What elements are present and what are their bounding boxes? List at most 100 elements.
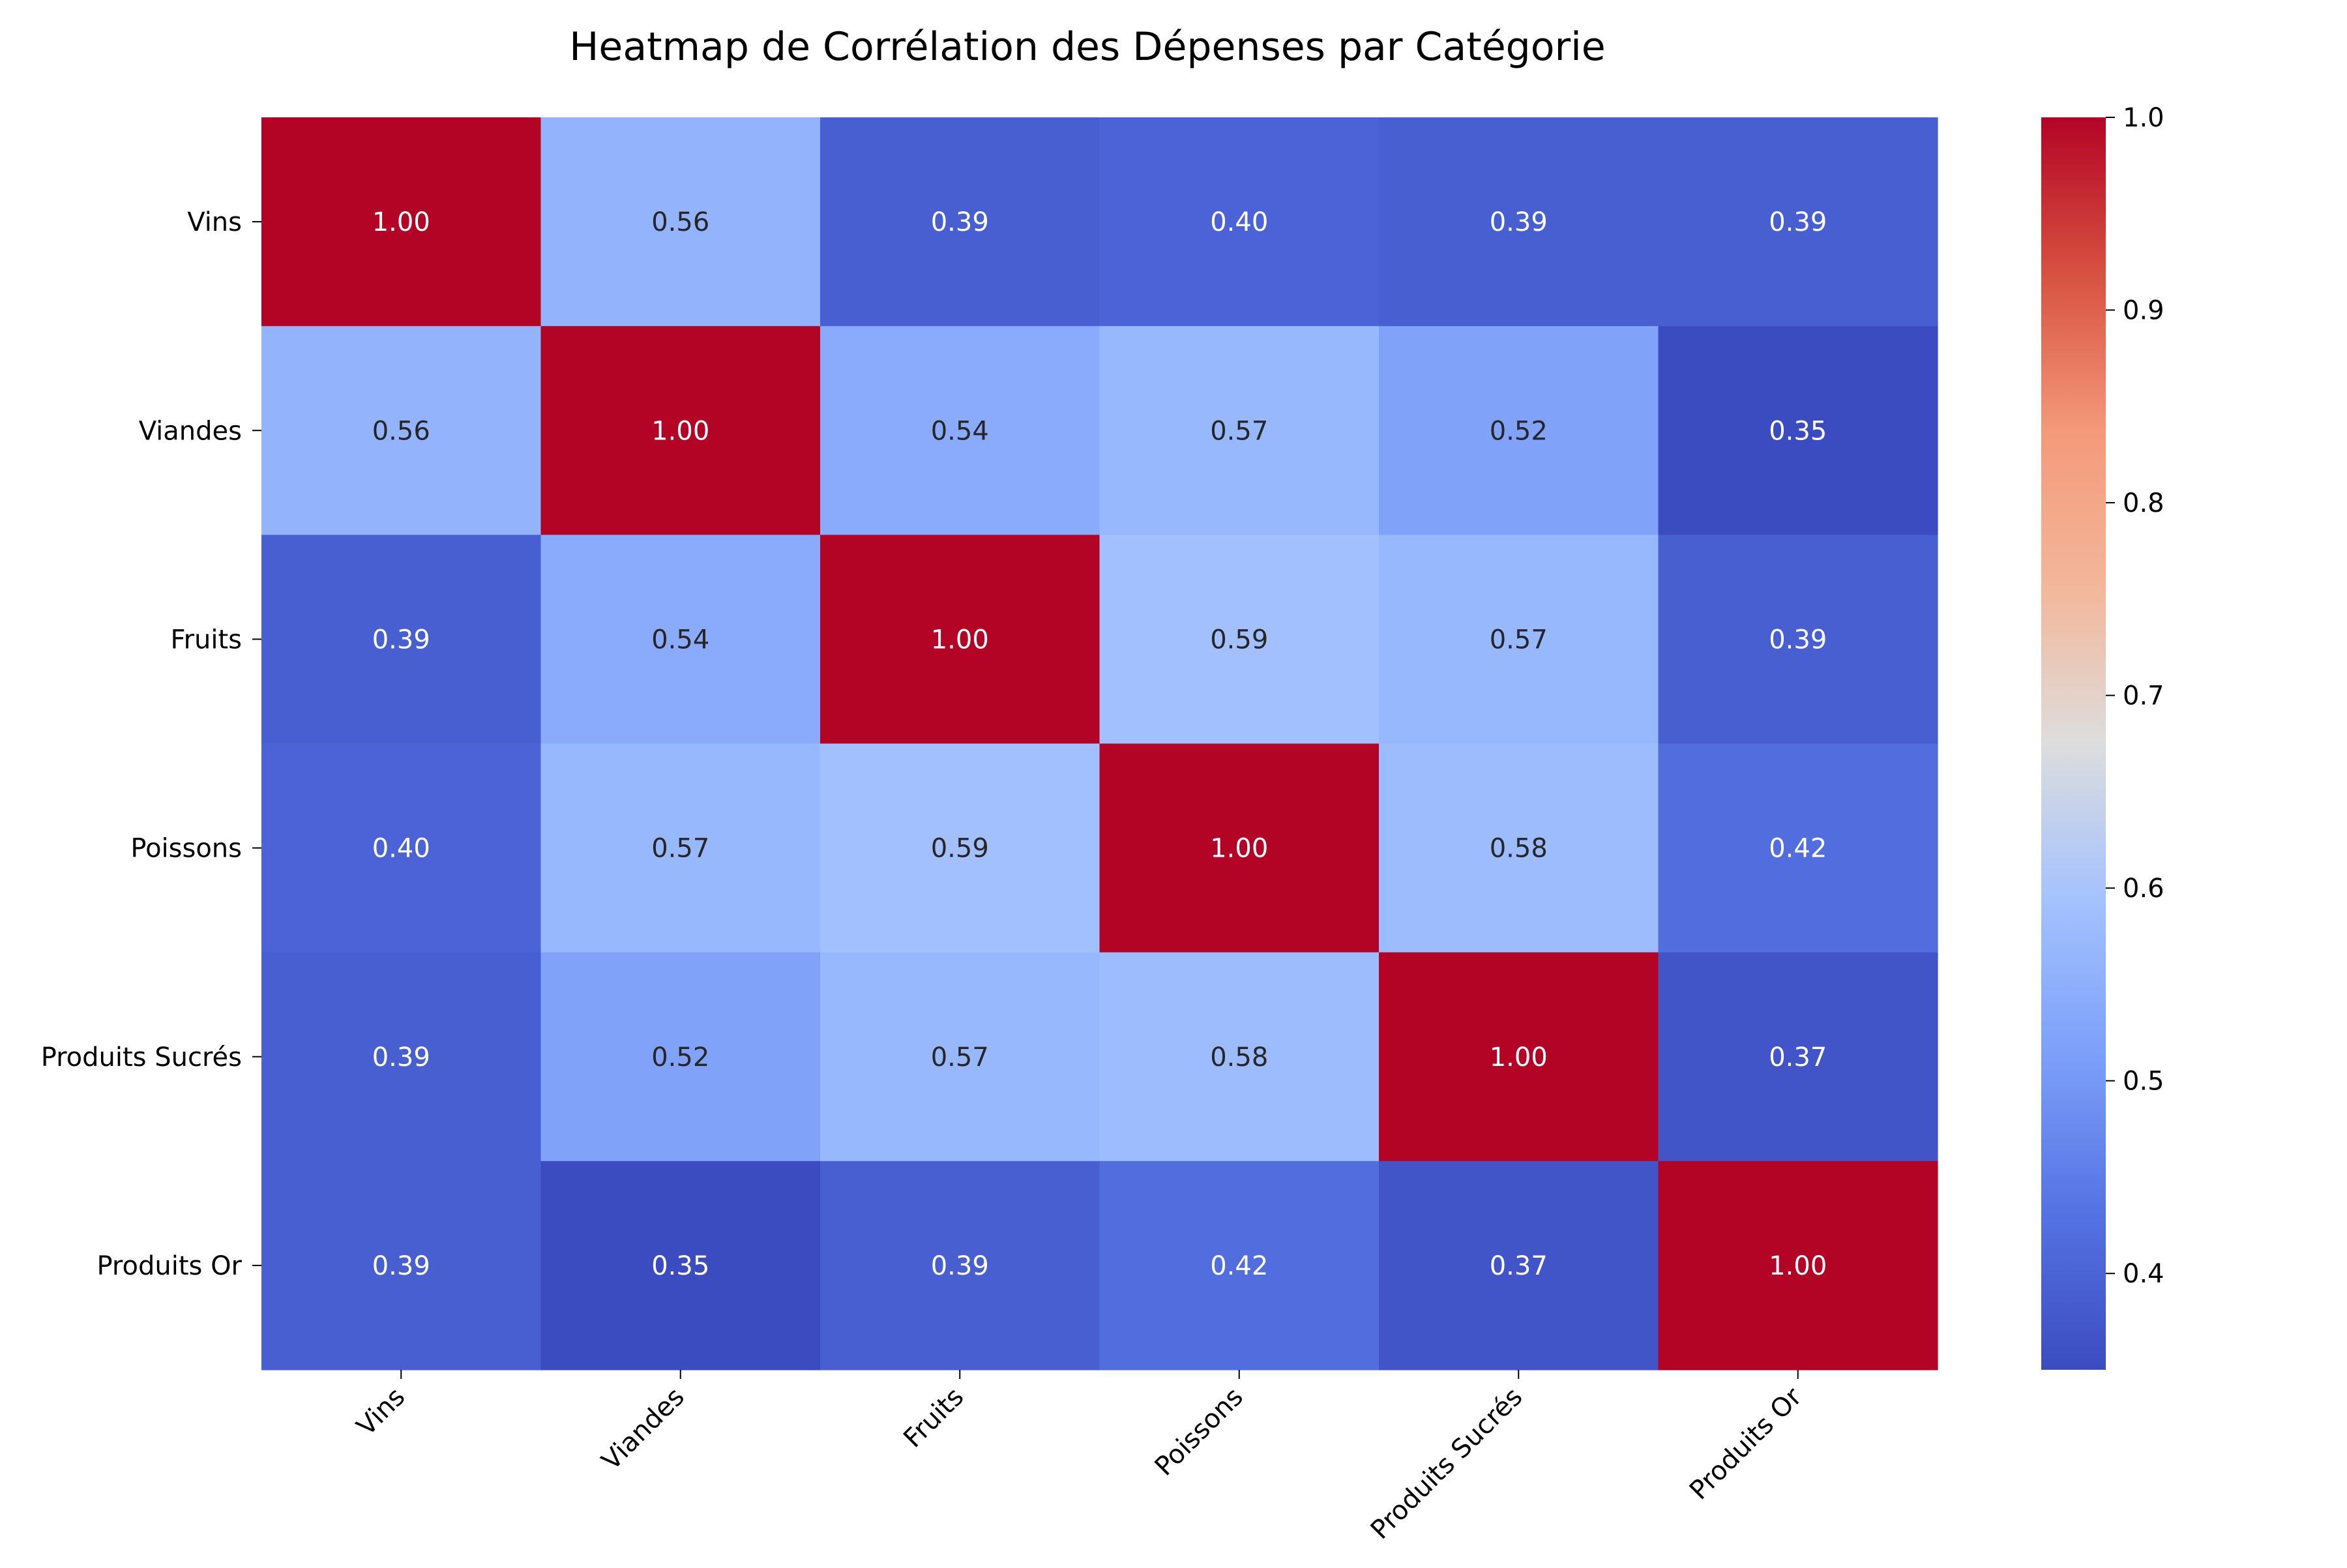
cell-value-label: 0.54 [931,416,989,446]
heatmap-cell [1658,117,1938,327]
heatmap-cell [1379,952,1659,1162]
heatmap-cell [540,1161,821,1370]
cell-value-label: 0.54 [651,625,709,655]
heatmap-cell [1658,743,1938,953]
heatmap-cell [1658,952,1938,1162]
heatmap-cell [820,743,1100,953]
heatmap-cell [1379,743,1659,953]
x-tick-label: Produits Sucrés [1365,1382,1529,1546]
heatmap-cell [1099,743,1380,953]
heatmap-cell [540,535,821,745]
cell-value-label: 0.39 [1769,207,1827,237]
heatmap-cell [820,952,1100,1162]
heatmap-cell [261,535,542,745]
heatmap-cell [540,326,821,535]
colorbar: 0.4 0.5 0.6 0.7 0.8 0.9 1.0 [2041,103,2164,1370]
cell-value-label: 1.00 [651,416,709,446]
colorbar-gradient [2041,117,2106,1370]
colorbar-tick-label: 0.7 [2123,681,2164,711]
cell-value-label: 0.40 [372,834,430,864]
cell-value-label: 0.52 [651,1043,709,1072]
y-tick-label: Fruits [170,625,242,655]
y-tick-label: Poissons [130,834,242,864]
colorbar-tick-label: 0.9 [2123,296,2164,326]
heatmap-cell [1658,326,1938,535]
cell-value-label: 1.00 [931,625,989,655]
heatmap-cell [1099,952,1380,1162]
heatmap-cell [820,117,1100,327]
cell-value-label: 0.42 [1769,834,1827,864]
cell-value-label: 0.39 [931,207,989,237]
cell-value-label: 0.56 [651,207,709,237]
cell-value-label: 1.00 [1210,834,1268,864]
x-axis: Vins Viandes Fruits Poissons Produits Sucrés… [351,1370,1808,1545]
heatmap-cell [261,1161,542,1370]
heatmap-cell [540,117,821,327]
heatmap-cell [1658,535,1938,745]
y-tick-label: Produits Or [97,1251,243,1281]
cell-value-label: 0.39 [372,1251,430,1281]
cell-value-label: 0.52 [1490,416,1548,446]
cell-value-label: 0.59 [931,834,989,864]
y-axis: Vins Viandes Fruits Poissons Produits Sucrés… [41,207,261,1281]
colorbar-tick-label: 0.8 [2123,488,2164,518]
cell-value-label: 0.59 [1210,625,1268,655]
heatmap-cell [1379,117,1659,327]
cell-value-label: 0.42 [1210,1251,1268,1281]
y-tick-label: Viandes [139,416,242,446]
heatmap-cell [1099,326,1380,535]
x-tick-label: Produits Or [1684,1382,1808,1505]
y-tick-label: Produits Sucrés [41,1043,242,1072]
x-tick-label: Vins [351,1382,411,1442]
heatmap-cell [261,117,542,327]
heatmap-cell [261,326,542,535]
heatmap-cell [820,326,1100,535]
cell-value-label: 0.40 [1210,207,1268,237]
cell-value-label: 0.57 [931,1043,989,1072]
cell-value-label: 0.37 [1490,1251,1548,1281]
cell-value-label: 1.00 [1490,1043,1548,1072]
x-tick-label: Viandes [596,1382,690,1476]
x-tick-label: Poissons [1149,1382,1249,1482]
heatmap-cell-labels: 1.00 0.56 0.39 0.40 0.39 0.39 0.56 1.00 0.54 0.57… [372,207,1827,1281]
cell-value-label: 0.58 [1210,1043,1268,1072]
heatmap-cell [820,1161,1100,1370]
colorbar-tick-label: 1.0 [2123,103,2164,133]
cell-value-label: 0.37 [1769,1043,1827,1072]
colorbar-tick-label: 0.5 [2123,1067,2164,1097]
cell-value-label: 0.35 [651,1251,709,1281]
cell-value-label: 0.57 [1490,625,1548,655]
heatmap-cell [1379,326,1659,535]
heatmap-cell [1099,117,1380,327]
cell-value-label: 0.57 [1210,416,1268,446]
cell-value-label: 0.57 [651,834,709,864]
x-tick-label: Fruits [898,1382,969,1454]
cell-value-label: 0.56 [372,416,430,446]
y-tick-label: Vins [187,207,242,237]
heatmap-cell [261,952,542,1162]
heatmap-cell [1658,1161,1938,1370]
cell-value-label: 0.39 [931,1251,989,1281]
heatmap-cell [540,743,821,953]
chart-title: Heatmap de Corrélation des Dépenses par … [569,24,1605,70]
cell-value-label: 0.58 [1490,834,1548,864]
heatmap-cell [1099,535,1380,745]
cell-value-label: 1.00 [1769,1251,1827,1281]
cell-value-label: 0.35 [1769,416,1827,446]
heatmap-cell [261,743,542,953]
heatmap-cell [1099,1161,1380,1370]
heatmap-cell [820,535,1100,745]
heatmap-cell [1379,1161,1659,1370]
cell-value-label: 0.39 [1769,625,1827,655]
cell-value-label: 0.39 [1490,207,1548,237]
colorbar-tick-label: 0.6 [2123,874,2164,904]
cell-value-label: 0.39 [372,1043,430,1072]
colorbar-tick-label: 0.4 [2123,1259,2164,1289]
cell-value-label: 1.00 [372,207,430,237]
heatmap-cells [261,117,1938,1370]
heatmap-cell [1379,535,1659,745]
heatmap-cell [540,952,821,1162]
cell-value-label: 0.39 [372,625,430,655]
